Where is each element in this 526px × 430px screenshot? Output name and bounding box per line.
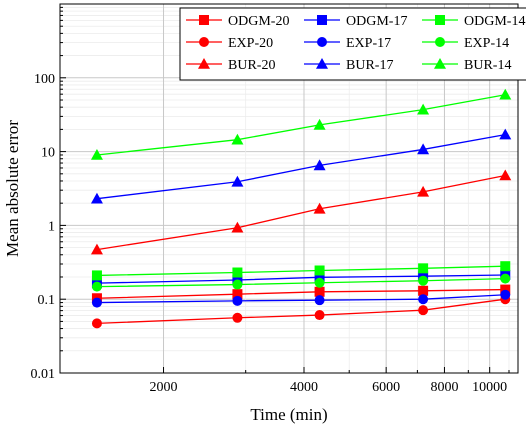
y-tick-label: 100	[34, 72, 55, 87]
legend-label-exp-17: EXP-17	[346, 36, 391, 51]
x-tick-label: 10000	[472, 380, 507, 395]
plot-series	[90, 88, 512, 329]
data-point-bur-14	[499, 88, 512, 100]
data-point-odgm-20	[418, 285, 429, 296]
y-axis-label: Mean absolute error	[3, 120, 22, 257]
data-point-bur-20	[417, 185, 430, 197]
legend-marker-bur-14	[434, 58, 446, 69]
y-tick-label: 10	[41, 146, 55, 161]
data-point-exp-20	[232, 312, 243, 323]
data-point-exp-20	[91, 318, 102, 329]
data-point-bur-20	[231, 221, 244, 233]
data-point-bur-20	[313, 202, 326, 214]
data-point-odgm-17	[314, 272, 325, 283]
data-point-exp-20	[418, 305, 429, 316]
x-tick-label: 6000	[372, 380, 400, 395]
legend-label-exp-14: EXP-14	[464, 36, 509, 51]
data-point-bur-14	[417, 103, 430, 115]
data-point-exp-14	[314, 277, 325, 288]
data-point-bur-17	[231, 175, 244, 187]
data-point-bur-17	[90, 192, 103, 204]
data-point-odgm-20	[500, 284, 511, 295]
legend-label-odgm-20: ODGM-20	[228, 14, 289, 29]
legend-marker-bur-20	[198, 58, 210, 69]
legend-marker-exp-14	[435, 37, 445, 47]
data-point-odgm-20	[314, 286, 325, 297]
legend-label-odgm-14: ODGM-14	[464, 14, 525, 29]
legend-label-bur-20: BUR-20	[228, 58, 275, 73]
data-point-exp-14	[500, 273, 511, 284]
legend-label-bur-14: BUR-14	[464, 58, 511, 73]
legend: ODGM-20 ODGM-17 ODGM-14 EXP-20 EXP-17 EXP-14 B…	[179, 7, 526, 81]
x-tick-label: 8000	[430, 380, 458, 395]
data-point-exp-17	[91, 297, 102, 308]
axis-ticks: 0.01 0.1 1 10 100 2000 4000 6000 8000 10000	[31, 6, 510, 395]
legend-marker-odgm-14	[435, 15, 445, 25]
data-point-exp-17	[500, 289, 511, 300]
data-point-odgm-14	[91, 270, 102, 281]
data-point-bur-17	[313, 159, 326, 171]
y-tick-label: 0.01	[31, 367, 56, 382]
legend-marker-odgm-17	[317, 15, 327, 25]
data-point-exp-14	[232, 279, 243, 290]
legend-marker-exp-20	[199, 37, 209, 47]
legend-marker-odgm-20	[199, 15, 209, 25]
data-point-bur-20	[499, 169, 512, 181]
legend-box	[179, 7, 526, 81]
data-point-exp-14	[418, 275, 429, 286]
x-tick-label: 4000	[290, 380, 318, 395]
legend-label-exp-20: EXP-20	[228, 36, 273, 51]
data-point-exp-17	[418, 294, 429, 305]
data-point-odgm-14	[314, 265, 325, 276]
legend-marker-bur-17	[316, 58, 328, 69]
data-point-exp-20	[314, 310, 325, 321]
data-point-bur-14	[313, 118, 326, 130]
data-point-bur-14	[231, 133, 244, 145]
x-axis-label: Time (min)	[250, 405, 327, 424]
y-tick-label: 1	[48, 219, 55, 234]
data-point-odgm-20	[232, 289, 243, 300]
data-point-bur-17	[417, 143, 430, 155]
data-point-bur-20	[90, 243, 103, 255]
data-point-exp-17	[232, 295, 243, 306]
y-tick-label: 0.1	[38, 293, 56, 308]
data-point-bur-17	[499, 128, 512, 140]
data-point-exp-14	[91, 281, 102, 292]
data-point-exp-17	[314, 295, 325, 306]
data-point-odgm-14	[418, 263, 429, 274]
legend-label-bur-17: BUR-17	[346, 58, 393, 73]
data-point-odgm-14	[500, 261, 511, 272]
plot-frame	[59, 3, 519, 374]
x-tick-label: 2000	[150, 380, 178, 395]
legend-label-odgm-17: ODGM-17	[346, 14, 407, 29]
legend-marker-exp-17	[317, 37, 327, 47]
data-point-bur-14	[90, 148, 103, 160]
data-point-odgm-14	[232, 267, 243, 278]
